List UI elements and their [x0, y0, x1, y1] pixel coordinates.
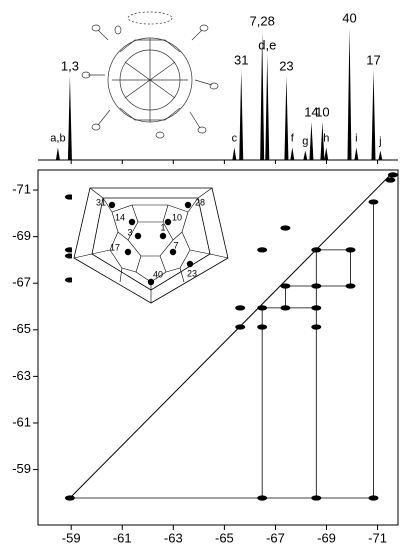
y-tick-label: -71: [12, 181, 31, 196]
peak-label: j: [378, 135, 381, 147]
inset-label: 17: [110, 242, 120, 252]
cross-peak: [311, 283, 321, 288]
x-tick-label: -59: [62, 530, 81, 545]
inset-label: 10: [172, 212, 182, 222]
cross-peak: [65, 495, 75, 500]
peak-label: 10: [315, 105, 329, 120]
y-tick-label: -65: [12, 321, 31, 336]
cross-peak: [280, 283, 290, 288]
peak-label: c: [232, 132, 238, 144]
cross-peak: [280, 305, 290, 310]
spectrum-peak: [378, 151, 382, 160]
y-tick-label: -67: [12, 275, 31, 290]
peak-label: i: [355, 132, 357, 144]
cross-peak: [235, 324, 245, 329]
spectrum-peak: [371, 70, 375, 160]
cross-peak: [311, 324, 321, 329]
inset-label: 31: [96, 197, 106, 207]
cross-peak: [311, 247, 321, 252]
peak-label: f: [291, 132, 295, 144]
inset-diagram: 31 28 14 10 3 1 17 7 40 23: [72, 182, 232, 304]
x-tick-label: -67: [266, 530, 285, 545]
spectrum-peak: [354, 148, 358, 160]
inset-label: 14: [115, 212, 125, 222]
peak-label: g: [302, 135, 308, 147]
cross-peak: [235, 305, 245, 310]
cross-peak: [388, 172, 398, 177]
spectrum-peak: [68, 76, 72, 160]
spectrum-peak: [239, 70, 243, 160]
cross-peak: [257, 495, 267, 500]
x-tick-label: -65: [215, 530, 234, 545]
cross-peak: [368, 495, 378, 500]
spectrum-peak: [303, 151, 307, 160]
cross-peak: [257, 324, 267, 329]
peak-label: 31: [234, 52, 248, 67]
inset-label: 7: [173, 240, 178, 250]
inset-label: 1: [160, 222, 165, 232]
spectrum-peak: [309, 122, 313, 160]
cross-peak: [346, 247, 356, 252]
peak-label: a,b: [50, 132, 65, 144]
y-tick-label: -69: [12, 228, 31, 243]
peak-label: 40: [342, 10, 356, 25]
peak-label: 23: [279, 58, 293, 73]
spectrum-peak: [56, 148, 60, 160]
x-tick-label: -63: [164, 530, 183, 545]
peak-label: 17: [366, 52, 380, 67]
cross-peak: [346, 283, 356, 288]
spectrum-peak: [290, 148, 294, 160]
y-tick-label: -61: [12, 414, 31, 429]
peak-label: 1,3: [61, 58, 79, 73]
y-tick-label: -63: [12, 368, 31, 383]
spectrum-peak: [347, 28, 351, 160]
x-tick-label: -71: [368, 530, 387, 545]
inset-label: 28: [195, 197, 205, 207]
cross-peak: [280, 225, 290, 230]
inset-label: 40: [153, 269, 163, 279]
peak-label: 7,28: [250, 13, 275, 28]
spectrum-peak: [232, 148, 236, 160]
spectrum-peak: [265, 55, 269, 160]
spectrum-peak: [324, 148, 328, 160]
cross-peak: [257, 305, 267, 310]
cross-peak: [311, 305, 321, 310]
peak-label: h: [323, 132, 329, 144]
cross-peak: [368, 199, 378, 204]
cross-peak: [257, 247, 267, 252]
x-tick-label: -69: [317, 530, 336, 545]
cross-peak: [385, 177, 395, 182]
inset-label: 23: [187, 268, 197, 278]
peak-label: d,e: [258, 37, 276, 52]
figure: a,b1,3c317,28d,e23fg1410h40i17j-59-61-63…: [0, 0, 401, 548]
x-tick-label: -61: [113, 530, 132, 545]
y-tick-label: -59: [12, 461, 31, 476]
spectrum-peak: [284, 76, 288, 160]
cross-peak: [311, 495, 321, 500]
inset-label: 3: [127, 227, 132, 237]
molecule-structure: [82, 12, 218, 138]
